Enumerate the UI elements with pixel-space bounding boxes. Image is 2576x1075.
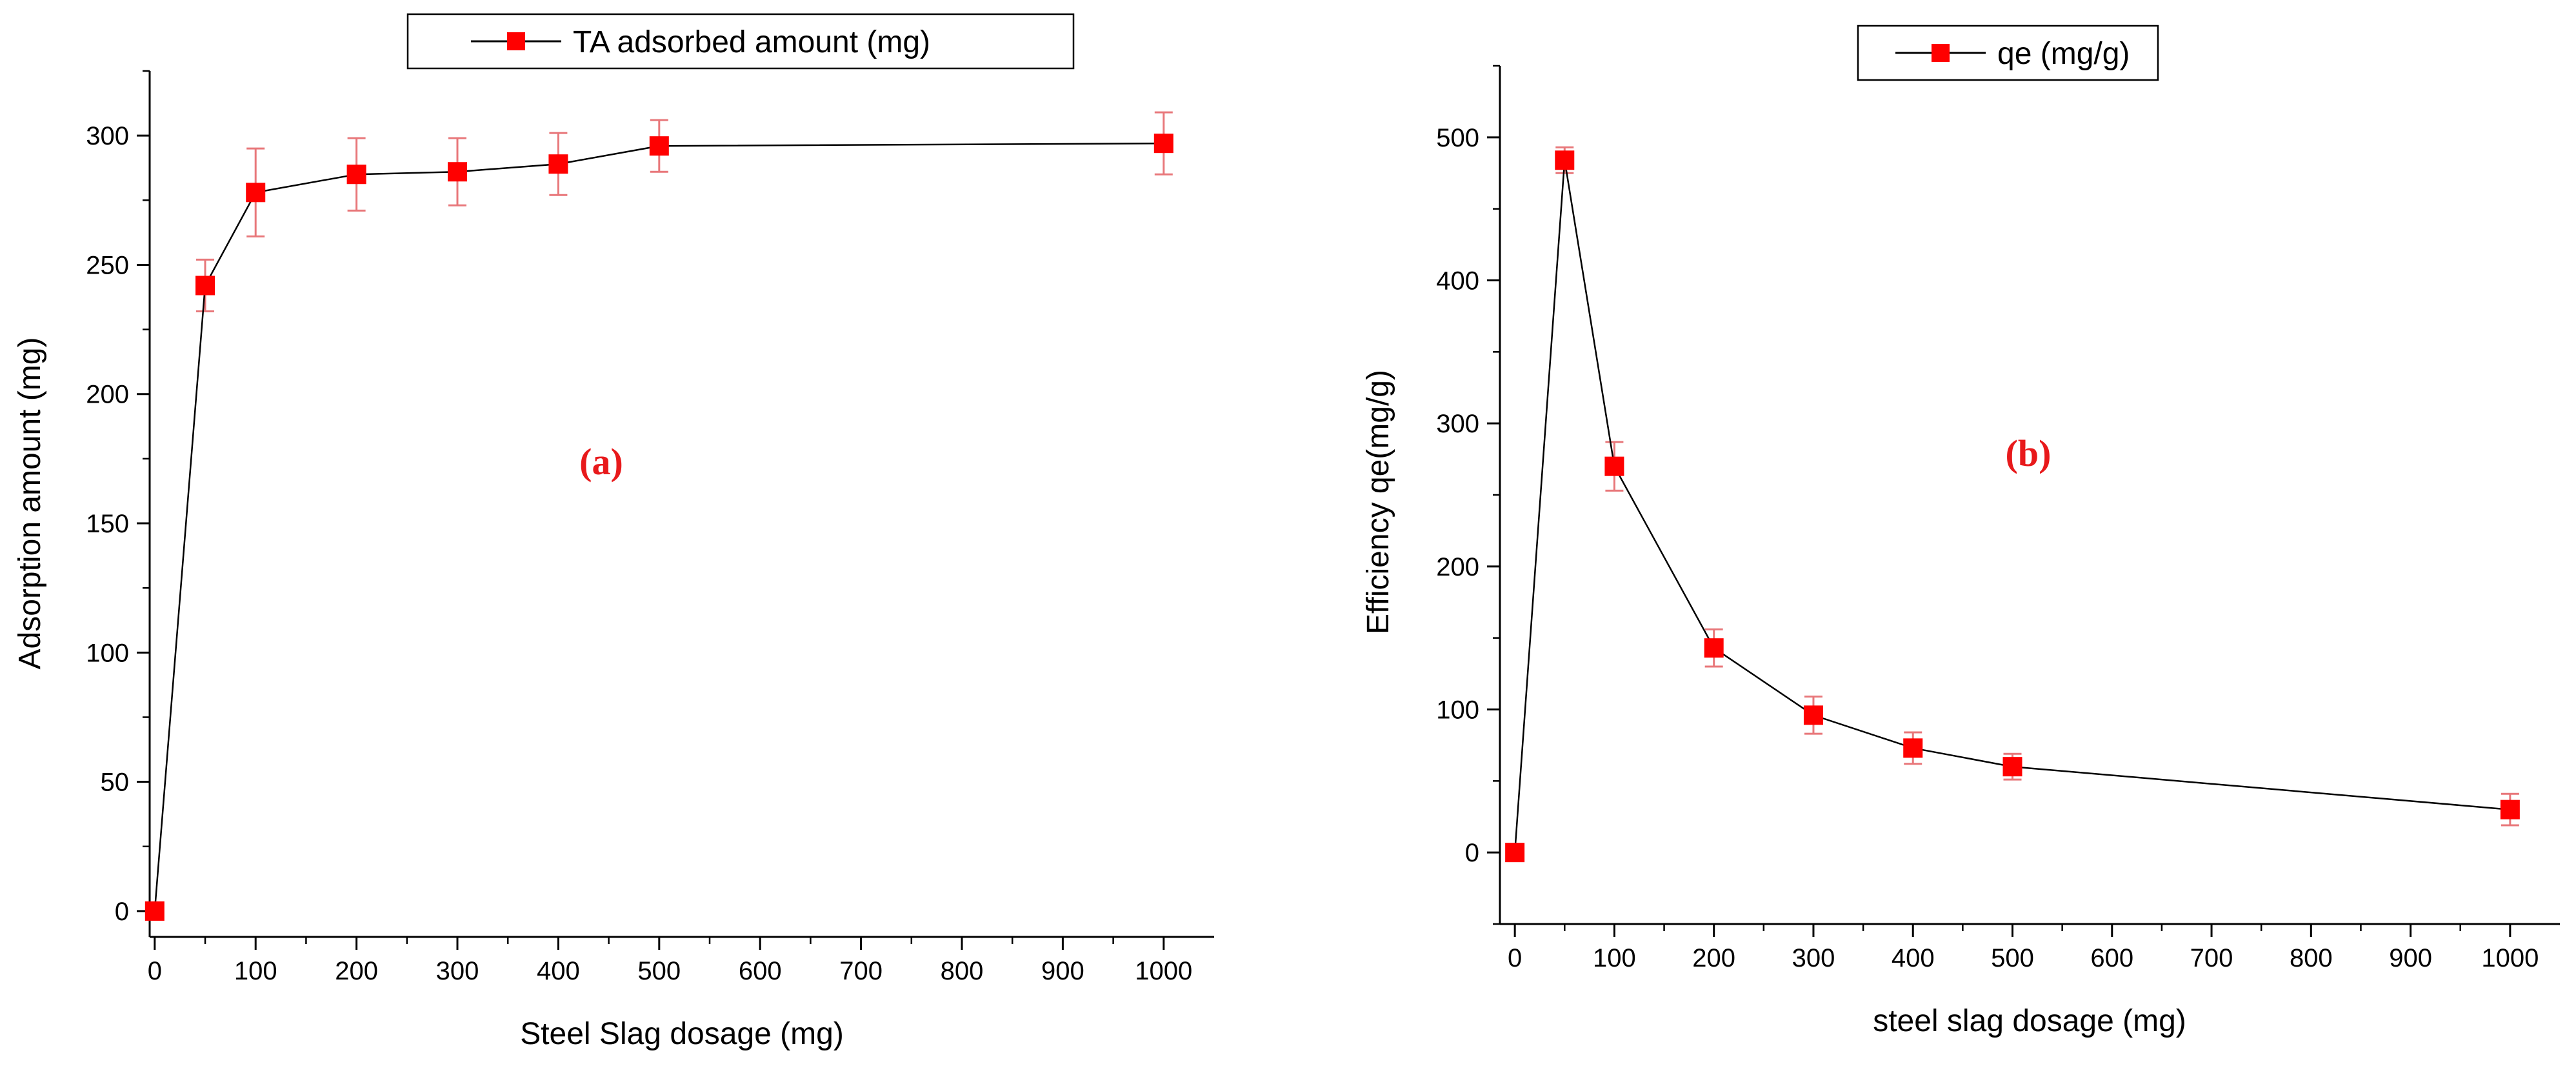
x-axis-b: 0 100 200 300 400 500 600 700 800 900 1000 bbox=[1500, 923, 2560, 972]
legend-a: TA adsorbed amount (mg) bbox=[406, 13, 1075, 70]
series-line-b bbox=[1513, 160, 2511, 853]
x-tick-label-b: 400 bbox=[1892, 944, 1935, 972]
y-tick-label-a: 250 bbox=[86, 251, 129, 279]
x-tick-label-b: 300 bbox=[1792, 944, 1835, 972]
data-point-a bbox=[1153, 134, 1173, 154]
y-tick-label-b: 0 bbox=[1465, 839, 1479, 867]
data-point-b bbox=[1555, 150, 1575, 170]
x-tick-label-a: 700 bbox=[839, 957, 883, 985]
series-line-a bbox=[154, 142, 1164, 912]
y-tick-label-b: 200 bbox=[1436, 553, 1479, 581]
panel-label-b: (b) bbox=[2006, 432, 2052, 474]
legend-label-b: qe (mg/g) bbox=[1997, 37, 2130, 71]
legend-marker-a bbox=[507, 32, 525, 50]
y-tick-label-a: 150 bbox=[86, 510, 129, 538]
x-tick-label-a: 300 bbox=[436, 957, 479, 985]
y-tick-label-b: 300 bbox=[1436, 410, 1479, 438]
data-point-a bbox=[448, 162, 468, 182]
panel-label-a: (a) bbox=[579, 441, 623, 483]
x-tick-label-b: 1000 bbox=[2481, 944, 2539, 972]
x-tick-label-a: 400 bbox=[537, 957, 580, 985]
y-axis-a: 0 50 100 150 200 250 300 bbox=[86, 70, 151, 937]
y-tick-label-b: 400 bbox=[1436, 267, 1479, 296]
x-tick-label-b: 100 bbox=[1593, 944, 1636, 972]
data-point-a bbox=[145, 901, 165, 921]
data-point-b bbox=[1903, 738, 1923, 758]
x-tick-label-b: 0 bbox=[1508, 944, 1522, 972]
x-tick-label-b: 700 bbox=[2190, 944, 2233, 972]
data-point-a bbox=[346, 165, 366, 185]
data-point-b bbox=[2002, 757, 2022, 777]
legend-marker-b bbox=[1932, 44, 1950, 62]
data-point-b bbox=[1704, 638, 1724, 658]
x-tick-label-a: 800 bbox=[941, 957, 984, 985]
x-tick-label-a: 600 bbox=[739, 957, 782, 985]
x-axis-a: 0 100 200 300 400 500 600 700 800 900 1000 bbox=[148, 936, 1214, 985]
x-tick-label-b: 800 bbox=[2290, 944, 2333, 972]
x-tick-label-a: 100 bbox=[234, 957, 277, 985]
y-tick-label-a: 100 bbox=[86, 639, 129, 667]
chart-panel-b: 0 100 200 300 400 500 600 700 800 900 1000 0 100 200… bbox=[1361, 25, 2560, 1038]
y-tick-label-a: 200 bbox=[86, 381, 129, 409]
x-axis-title-a: Steel Slag dosage (mg) bbox=[520, 1017, 844, 1051]
x-tick-label-a: 500 bbox=[637, 957, 681, 985]
data-point-b bbox=[1604, 456, 1624, 476]
y-axis-b: 0 100 200 300 400 500 bbox=[1436, 65, 1501, 925]
data-point-a bbox=[649, 136, 669, 156]
y-tick-label-b: 100 bbox=[1436, 696, 1479, 725]
y-axis-title-a: Adsorption amount (mg) bbox=[13, 337, 47, 670]
y-tick-label-b: 500 bbox=[1436, 124, 1479, 152]
x-axis-title-b: steel slag dosage (mg) bbox=[1873, 1004, 2186, 1038]
data-point-b bbox=[1803, 705, 1823, 725]
x-tick-label-b: 900 bbox=[2389, 944, 2432, 972]
y-axis-title-b: Efficiency qe(mg/g) bbox=[1361, 370, 1395, 634]
x-tick-label-b: 500 bbox=[1991, 944, 2034, 972]
x-tick-label-a: 900 bbox=[1041, 957, 1084, 985]
x-tick-label-a: 200 bbox=[335, 957, 378, 985]
x-tick-label-b: 200 bbox=[1692, 944, 1735, 972]
x-tick-label-a: 1000 bbox=[1135, 957, 1192, 985]
data-point-a bbox=[246, 183, 266, 203]
x-tick-label-b: 600 bbox=[2090, 944, 2133, 972]
data-point-a bbox=[548, 154, 568, 174]
y-tick-label-a: 50 bbox=[101, 769, 130, 797]
data-point-b bbox=[1505, 843, 1525, 863]
x-tick-label-a: 0 bbox=[148, 957, 162, 985]
y-tick-label-a: 0 bbox=[115, 898, 129, 926]
legend-label-a: TA adsorbed amount (mg) bbox=[573, 25, 930, 59]
data-point-b bbox=[2500, 799, 2520, 819]
data-point-a bbox=[195, 276, 215, 296]
y-tick-label-a: 300 bbox=[86, 122, 129, 150]
chart-panel-a: 0 100 200 300 400 500 600 700 800 900 1000 0 50 100 1… bbox=[13, 13, 1214, 1051]
legend-b: qe (mg/g) bbox=[1857, 25, 2159, 81]
